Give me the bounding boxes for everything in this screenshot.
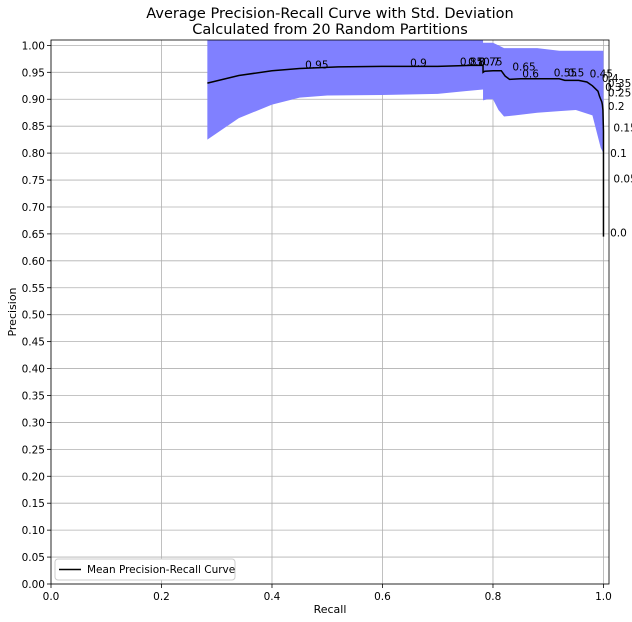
- legend: Mean Precision-Recall Curve: [54, 558, 236, 581]
- y-tick-label: 0.40: [22, 364, 45, 376]
- threshold-label: 0.85: [460, 56, 483, 68]
- grid-lines: [50, 40, 609, 585]
- y-tick-label: 0.50: [22, 310, 45, 322]
- threshold-label: 0.6: [522, 69, 539, 81]
- y-tick-label: 0.65: [22, 229, 45, 241]
- x-tick-label: 0.0: [43, 591, 60, 603]
- threshold-label: 0.95: [305, 60, 328, 72]
- threshold-label: 0.2: [608, 101, 625, 113]
- legend-box: [54, 558, 236, 581]
- x-tick-label: 0.6: [374, 591, 391, 603]
- threshold-label: 0.9: [410, 57, 427, 69]
- threshold-label: 0.45: [590, 69, 613, 81]
- mean-precision-recall-line: [207, 64, 605, 237]
- y-tick-label: 0.75: [22, 175, 45, 187]
- threshold-label: 0.65: [512, 62, 535, 74]
- chart-subtitle: Calculated from 20 Random Partitions: [192, 22, 468, 38]
- y-tick-label: 0.20: [22, 471, 45, 483]
- y-axis-label: Precision: [6, 287, 19, 336]
- y-tick-label: 0.90: [22, 94, 45, 106]
- std-band-layer: [207, 40, 604, 154]
- y-tick-label: 0.85: [22, 121, 45, 133]
- y-tick-label: 0.70: [22, 202, 45, 214]
- x-axis-ticks: 0.0 0.2 0.4 0.6 0.8 1.0: [43, 584, 612, 603]
- threshold-label: 0.5: [568, 68, 585, 80]
- y-axis-ticks: 0.00 0.05 0.10 0.15 0.20 0.25 0.30 0.35 0.40 0.45…: [22, 40, 51, 591]
- plot-frame: [50, 39, 610, 585]
- y-tick-label: 0.55: [22, 283, 45, 295]
- y-tick-label: 1.00: [22, 40, 45, 52]
- threshold-label: 0.55: [554, 68, 577, 80]
- mean-line-layer: [207, 64, 605, 237]
- threshold-label: 0.3: [605, 82, 622, 94]
- y-tick-label: 0.80: [22, 148, 45, 160]
- threshold-label: 0.0: [610, 228, 627, 240]
- y-tick-label: 0.45: [22, 337, 45, 349]
- y-tick-label: 0.05: [22, 552, 45, 564]
- threshold-label: 0.7: [483, 56, 500, 68]
- x-tick-label: 0.4: [264, 591, 281, 603]
- y-tick-label: 0.60: [22, 256, 45, 268]
- threshold-label: 0.05: [613, 174, 632, 186]
- y-tick-label: 0.25: [22, 444, 45, 456]
- threshold-label: 0.25: [608, 88, 631, 100]
- threshold-label: 0.1: [610, 148, 627, 160]
- threshold-label: 0.35: [608, 78, 631, 90]
- threshold-annotations: 0.95 0.9 0.850.80.750.7 0.650.6 0.550.5 0.450…: [305, 56, 632, 239]
- threshold-label: 0.15: [613, 123, 632, 135]
- y-tick-label: 0.30: [22, 417, 45, 429]
- chart-title: Average Precision-Recall Curve with Std.…: [146, 6, 513, 22]
- y-tick-label: 0.00: [22, 579, 45, 591]
- y-tick-label: 0.10: [22, 525, 45, 537]
- legend-entry: Mean Precision-Recall Curve: [87, 564, 235, 576]
- x-tick-label: 0.8: [485, 591, 502, 603]
- y-tick-label: 0.95: [22, 67, 45, 79]
- y-tick-label: 0.35: [22, 390, 45, 402]
- x-tick-label: 1.0: [595, 591, 612, 603]
- std-deviation-band: [207, 40, 604, 154]
- threshold-label: 0.8: [468, 56, 485, 68]
- y-tick-label: 0.15: [22, 498, 45, 510]
- x-tick-label: 0.2: [153, 591, 170, 603]
- threshold-label: 0.4: [602, 73, 619, 85]
- x-axis-label: Recall: [314, 603, 347, 616]
- threshold-label: 0.75: [479, 56, 502, 68]
